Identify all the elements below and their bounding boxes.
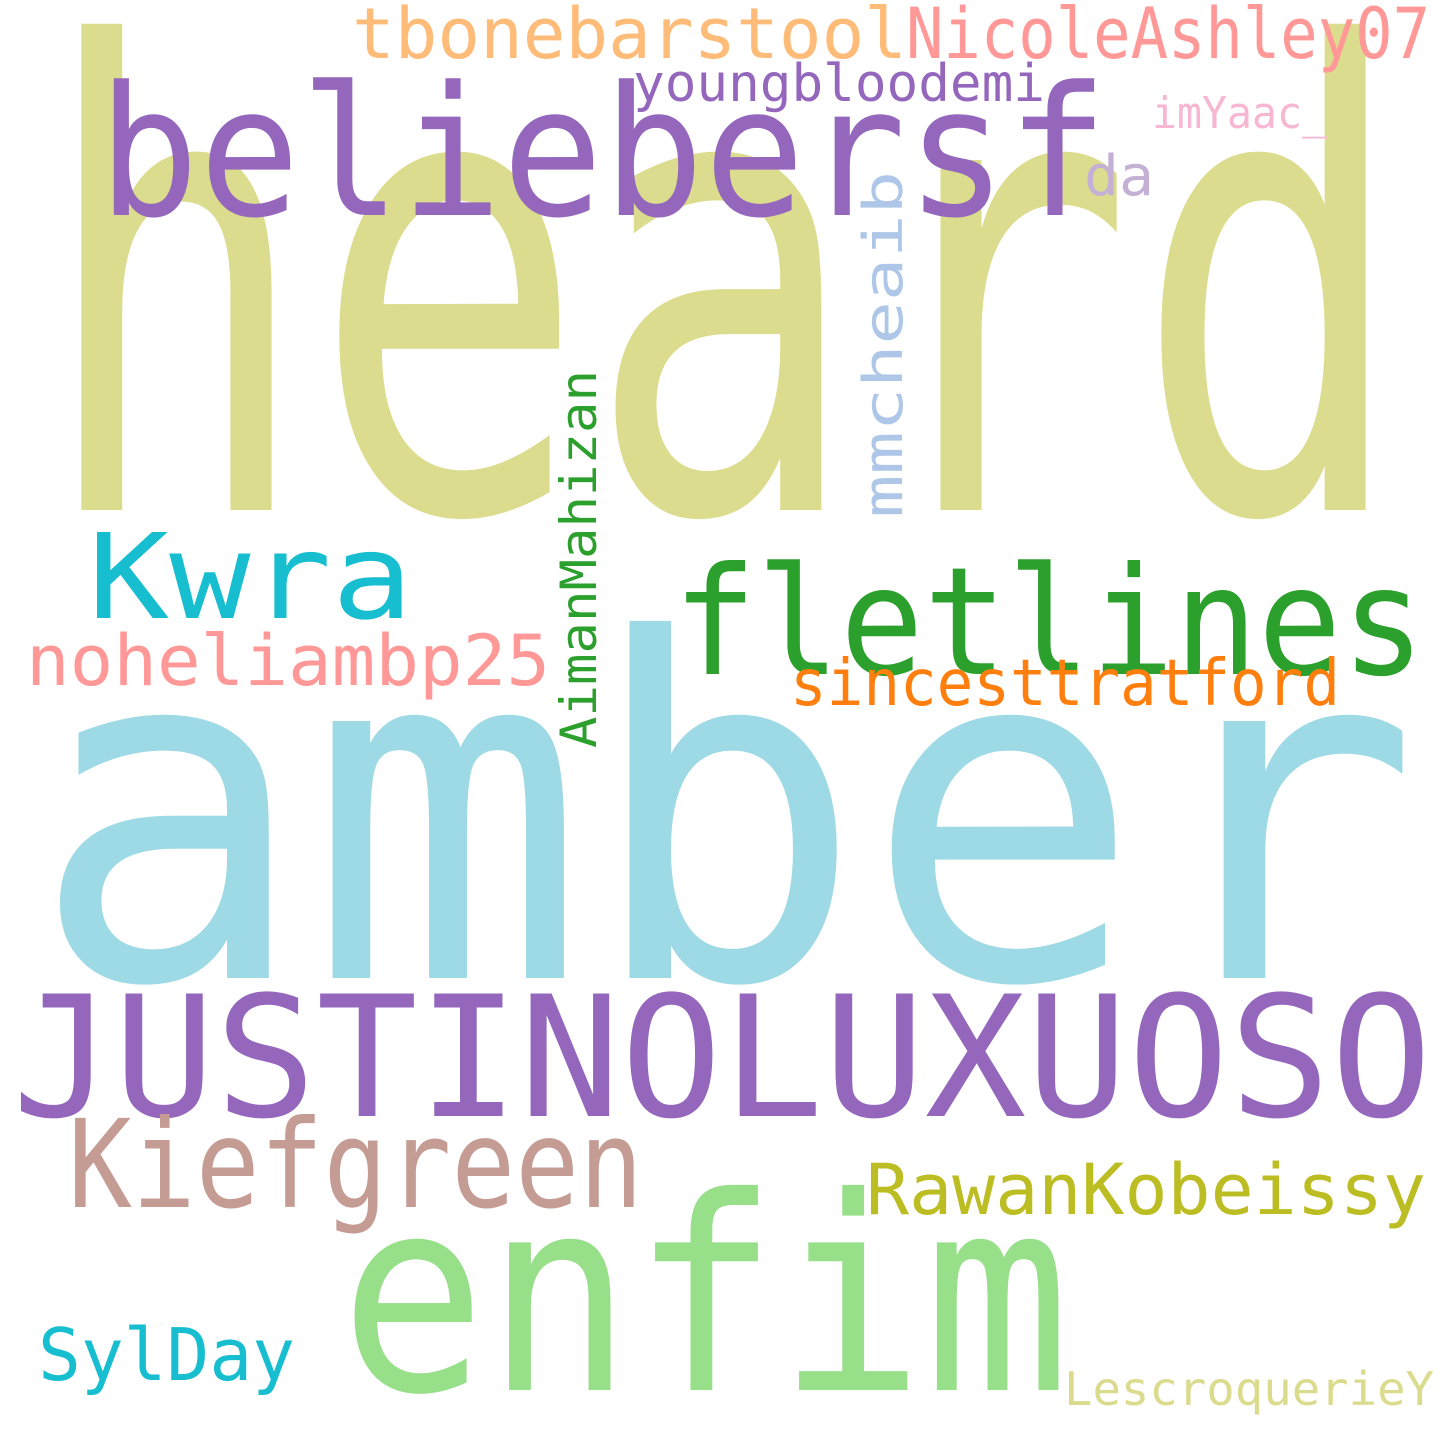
- word-da: da: [1084, 144, 1154, 209]
- word-youngbloodemi: youngbloodemi: [633, 54, 1045, 114]
- word-kiefgreen: Kiefgreen: [68, 1094, 643, 1236]
- word-fletlines: fletlines: [673, 536, 1425, 710]
- word-noheliambp25: noheliambp25: [26, 620, 550, 702]
- word-sincesttratford: sincesttratford: [790, 647, 1340, 721]
- word-nicoleashley07: NicoleAshley07: [906, 0, 1430, 75]
- word-rawankobeissy: RawanKobeissy: [866, 1149, 1426, 1231]
- word-enfim: enfim: [340, 1139, 1070, 1440]
- word-imyaac: imYaac_: [1152, 88, 1327, 139]
- word-justinoluxuoso: JUSTINOLUXUOSO: [12, 960, 1432, 1156]
- word-tbonebarstool: tbonebarstool: [352, 0, 907, 75]
- word-mmcheaib: mmcheaib: [852, 171, 915, 518]
- word-lescroquerie-y: LescroquerieY: [1064, 1362, 1434, 1416]
- word-heard: heard: [38, 0, 1408, 661]
- word-kwra: Kwra: [88, 508, 413, 646]
- word-aimanmahizan: AimanMahizan: [550, 370, 608, 748]
- word-sylday: SylDay: [38, 1313, 295, 1397]
- word-beliebersf: beliebersf: [98, 49, 1108, 258]
- word-amber: amber: [30, 542, 1420, 1089]
